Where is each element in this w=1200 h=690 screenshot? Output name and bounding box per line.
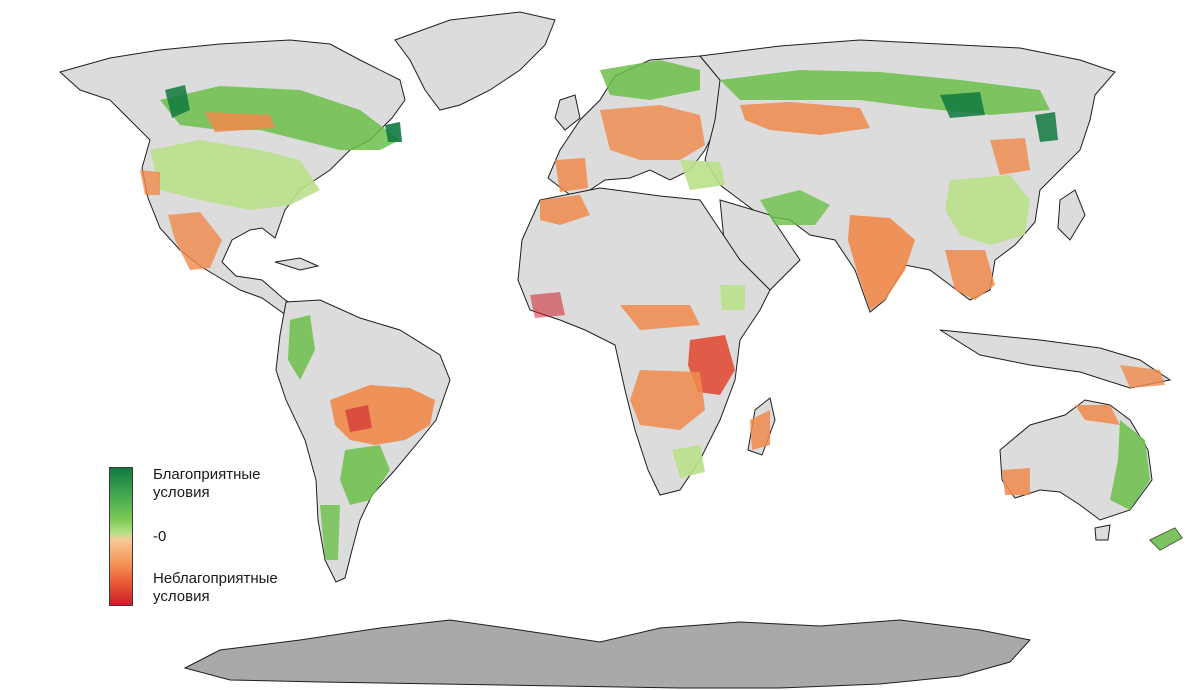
strong-unfavorable-zone: [345, 405, 372, 432]
favorable-zone: [1150, 528, 1182, 550]
favorable-zone: [720, 285, 745, 310]
strong-favorable-zone: [165, 85, 190, 118]
unfavorable-zone: [990, 138, 1030, 175]
unfavorable-zone: [750, 410, 770, 450]
unfavorable-zone: [555, 158, 588, 192]
strong-favorable-zone: [385, 122, 402, 142]
favorable-zone: [320, 505, 340, 560]
unfavorable-zone: [1120, 365, 1165, 388]
britain: [554, 94, 581, 131]
favorable-zone: [340, 445, 390, 505]
tasmania: [1094, 524, 1111, 541]
favorable-zone: [680, 160, 725, 190]
legend-label-unfavorable: Неблагоприятные условия: [153, 570, 278, 605]
unfavorable-zone: [1002, 468, 1030, 495]
strong-favorable-zone: [1035, 112, 1058, 142]
antarctica: [183, 619, 1031, 689]
greenland: [394, 11, 556, 111]
favorable-zone: [760, 190, 830, 225]
favorable-zone: [160, 86, 400, 150]
unfavorable-zone: [740, 102, 870, 135]
favorable-zone: [600, 60, 700, 100]
strong-favorable-zone: [940, 92, 985, 118]
unfavorable-zone: [620, 305, 700, 330]
unfavorable-zone: [540, 195, 590, 225]
unfavorable-zone: [1075, 405, 1120, 425]
unfavorable-zone: [140, 170, 160, 195]
suitability-overlay: [140, 60, 1182, 560]
unfavorable-zone: [205, 112, 275, 132]
indonesia: [939, 329, 1172, 389]
legend-label-favorable: Благоприятные условия: [153, 466, 261, 501]
legend-label-zero: -0: [153, 528, 167, 545]
unfavorable-zone: [848, 215, 915, 310]
favorable-zone: [1110, 420, 1150, 510]
unfavorable-zone: [630, 370, 705, 430]
favorable-zone: [945, 175, 1030, 245]
legend-color-bar: [109, 467, 133, 606]
unfavorable-zone: [600, 105, 705, 160]
favorable-zone: [150, 140, 320, 210]
japan: [1057, 189, 1086, 241]
caribbean: [274, 257, 320, 271]
unfavorable-zone: [530, 292, 565, 318]
favorable-zone: [288, 315, 315, 380]
unfavorable-zone: [945, 250, 995, 300]
favorable-zone: [672, 445, 705, 478]
unfavorable-zone: [168, 212, 222, 270]
